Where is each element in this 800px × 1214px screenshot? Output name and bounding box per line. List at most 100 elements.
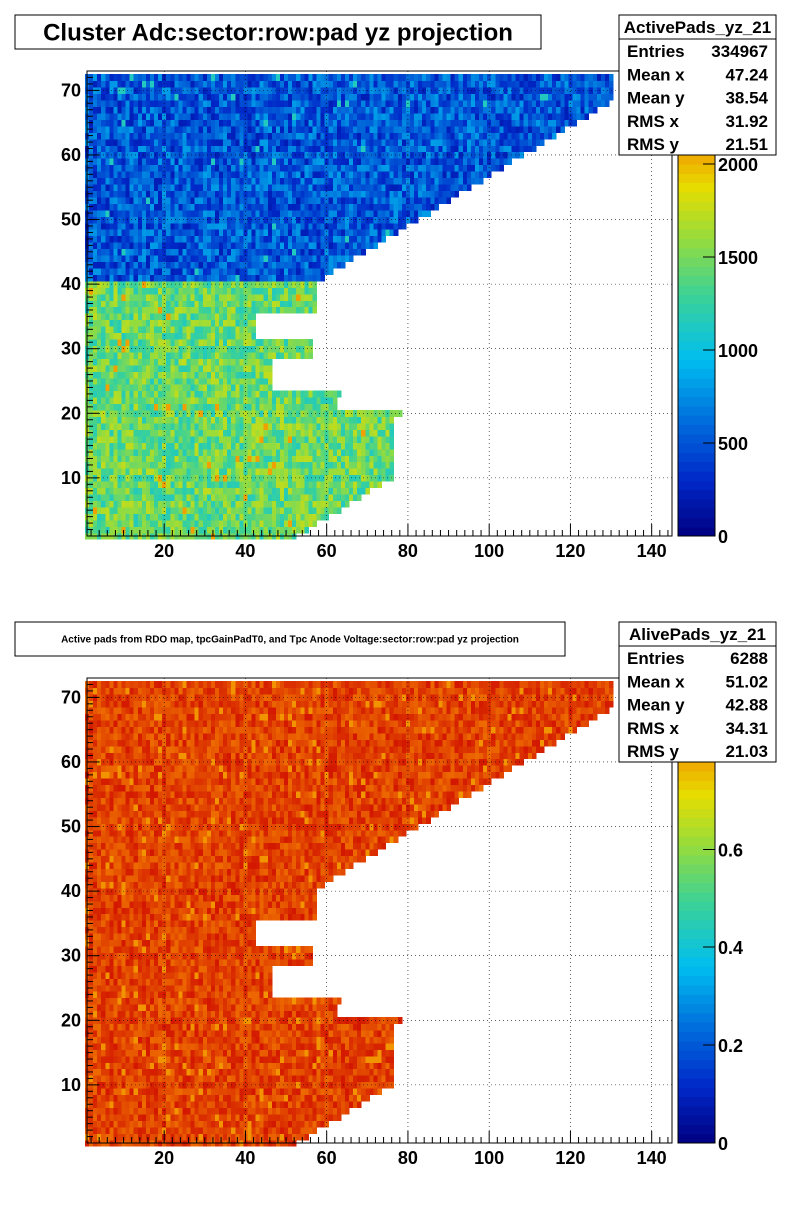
heatmap-cell bbox=[121, 500, 127, 508]
heatmap-cell bbox=[263, 158, 269, 166]
heatmap-cell bbox=[214, 487, 220, 495]
heatmap-cell bbox=[462, 138, 468, 146]
heatmap-cell bbox=[381, 442, 387, 450]
heatmap-cell bbox=[381, 158, 387, 166]
heatmap-cell bbox=[210, 138, 216, 146]
heatmap-cell bbox=[397, 132, 403, 140]
heatmap-cell bbox=[247, 229, 253, 237]
heatmap-cell bbox=[247, 416, 253, 424]
heatmap-cell bbox=[223, 326, 228, 334]
heatmap-cell bbox=[300, 474, 305, 482]
heatmap-cell bbox=[255, 506, 261, 514]
heatmap-cell bbox=[202, 293, 208, 301]
heatmap-cell bbox=[206, 145, 212, 153]
heatmap-cell bbox=[414, 164, 419, 172]
heatmap-cell bbox=[121, 248, 127, 256]
heatmap-cell bbox=[101, 351, 106, 359]
heatmap-cell bbox=[259, 242, 265, 250]
heatmap-cell bbox=[145, 332, 151, 340]
heatmap-cell bbox=[340, 222, 346, 230]
heatmap-cell bbox=[174, 306, 179, 314]
heatmap-cell bbox=[243, 410, 248, 418]
heatmap-cell bbox=[511, 125, 517, 133]
heatmap-cell bbox=[219, 326, 224, 334]
heatmap-cell bbox=[255, 390, 261, 398]
heatmap-cell bbox=[450, 164, 456, 172]
heatmap-cell bbox=[239, 506, 244, 514]
heatmap-cell bbox=[223, 500, 228, 508]
heatmap-cell bbox=[93, 171, 98, 179]
heatmap-cell bbox=[239, 351, 244, 359]
heatmap-cell bbox=[377, 222, 383, 230]
heatmap-cell bbox=[182, 397, 188, 405]
heatmap-cell bbox=[373, 112, 378, 120]
heatmap-cell bbox=[292, 112, 297, 120]
heatmap-cell bbox=[113, 313, 118, 321]
heatmap-cell bbox=[149, 138, 155, 146]
heatmap-cell bbox=[275, 416, 281, 424]
heatmap-cell bbox=[292, 435, 297, 443]
heatmap-cell bbox=[97, 164, 102, 172]
heatmap-cell bbox=[320, 164, 326, 172]
heatmap-cell bbox=[426, 158, 431, 166]
heatmap-cell bbox=[137, 345, 143, 353]
heatmap-cell bbox=[499, 119, 504, 127]
heatmap-cell bbox=[219, 261, 224, 269]
heatmap-cell bbox=[231, 209, 236, 217]
heatmap-cell bbox=[369, 158, 374, 166]
heatmap-cell bbox=[93, 119, 98, 127]
heatmap-cell bbox=[438, 190, 443, 198]
heatmap-cell bbox=[133, 145, 139, 153]
heatmap-cell bbox=[426, 145, 431, 153]
heatmap-cell bbox=[174, 435, 179, 443]
heatmap-cell bbox=[154, 377, 159, 385]
heatmap-cell bbox=[149, 222, 155, 230]
heatmap-cell bbox=[149, 455, 155, 463]
heatmap-cell bbox=[178, 397, 183, 405]
heatmap-cell bbox=[137, 255, 143, 263]
heatmap-cell bbox=[162, 371, 167, 379]
heatmap-cell bbox=[288, 481, 293, 489]
heatmap-cell bbox=[312, 390, 318, 398]
heatmap-cell bbox=[113, 203, 118, 211]
heatmap-cell bbox=[166, 158, 171, 166]
heatmap-cell bbox=[320, 112, 326, 120]
heatmap-cell bbox=[483, 164, 488, 172]
heatmap-cell bbox=[247, 384, 253, 392]
heatmap-cell bbox=[202, 145, 208, 153]
heatmap-cell bbox=[332, 487, 338, 495]
heatmap-cell bbox=[194, 203, 200, 211]
heatmap-cell bbox=[174, 112, 179, 120]
heatmap-cell bbox=[308, 209, 313, 217]
heatmap-cell bbox=[182, 448, 188, 456]
heatmap-cell bbox=[296, 158, 301, 166]
heatmap-cell bbox=[275, 435, 281, 443]
heatmap-cell bbox=[105, 422, 110, 430]
heatmap-cell bbox=[300, 429, 305, 437]
heatmap-cell bbox=[125, 293, 131, 301]
heatmap-cell bbox=[259, 287, 265, 295]
heatmap-cell bbox=[247, 158, 253, 166]
heatmap-cell bbox=[145, 293, 151, 301]
heatmap-cell bbox=[483, 151, 488, 159]
heatmap-cell bbox=[247, 125, 253, 133]
heatmap-cell bbox=[271, 351, 277, 359]
heatmap-cell bbox=[101, 196, 106, 204]
heatmap-cell bbox=[210, 487, 216, 495]
heatmap-cell bbox=[336, 158, 342, 166]
heatmap-cell bbox=[340, 416, 346, 424]
heatmap-cell bbox=[251, 513, 257, 521]
heatmap-cell bbox=[263, 255, 269, 263]
heatmap-cell bbox=[385, 145, 391, 153]
heatmap-cell bbox=[137, 468, 143, 476]
heatmap-cell bbox=[503, 112, 508, 120]
heatmap-cell bbox=[259, 190, 265, 198]
heatmap-cell bbox=[133, 267, 139, 275]
heatmap-cell bbox=[170, 119, 175, 127]
heatmap-cell bbox=[194, 106, 200, 114]
heatmap-cell bbox=[409, 209, 415, 217]
heatmap-cell bbox=[316, 261, 322, 269]
heatmap-cell bbox=[129, 306, 135, 314]
heatmap-cell bbox=[158, 158, 163, 166]
heatmap-cell bbox=[227, 229, 232, 237]
